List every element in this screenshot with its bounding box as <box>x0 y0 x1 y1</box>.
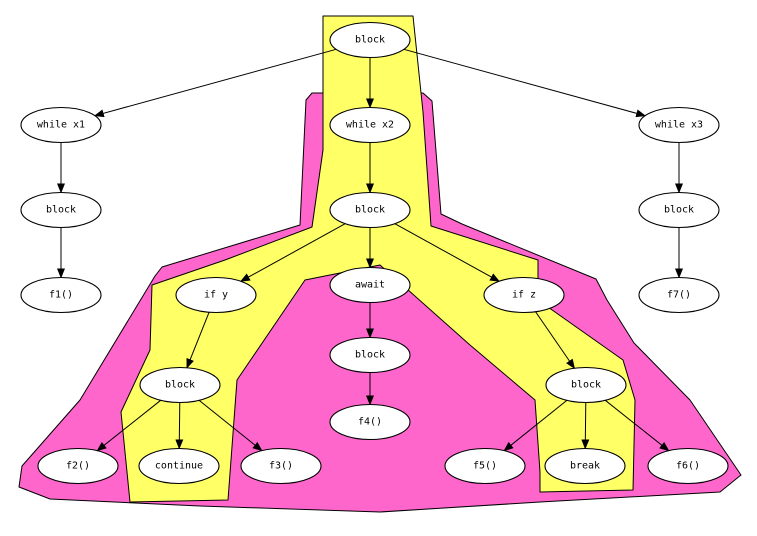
node-label: f7() <box>667 290 691 301</box>
node-label: continue <box>155 461 203 472</box>
node-label: block <box>571 380 601 391</box>
node-label: while x3 <box>655 120 703 131</box>
edge-block_y-to-f3 <box>198 399 263 452</box>
edge-block_z-to-f6 <box>604 399 670 452</box>
edge-block_z-to-f5 <box>503 399 568 452</box>
node-label: block <box>355 205 385 216</box>
node-if_z: if z <box>483 276 565 314</box>
node-f4: f4() <box>329 403 411 441</box>
node-label: block <box>355 350 385 361</box>
node-label: f2() <box>66 461 90 472</box>
node-break: break <box>544 447 626 485</box>
node-ellipse <box>545 366 627 404</box>
node-f3: f3() <box>240 447 322 485</box>
edge-block_z-to-break <box>581 402 590 450</box>
node-label: if y <box>204 290 228 301</box>
node-f7: f7() <box>638 276 720 314</box>
edge-block_root-to-while_x1 <box>93 48 337 118</box>
edge-if_y-to-block_y <box>186 312 210 369</box>
node-block_await: block <box>329 336 411 374</box>
node-label: await <box>355 280 385 291</box>
node-f6: f6() <box>647 447 729 485</box>
node-label: break <box>570 461 600 472</box>
node-block_x1: block <box>20 191 102 229</box>
node-if_y: if y <box>175 276 257 314</box>
node-label: block <box>46 205 76 216</box>
node-label: f5() <box>473 461 497 472</box>
node-while_x3: while x3 <box>638 106 720 144</box>
node-block_x2: block <box>329 191 411 229</box>
edge-if_z-to-block_z <box>535 311 576 370</box>
node-ellipse <box>444 447 526 485</box>
edge-block_y-to-f2 <box>96 399 162 452</box>
node-ellipse <box>37 447 119 485</box>
node-ellipse <box>638 276 720 314</box>
node-ellipse <box>175 276 257 314</box>
edge-block_x2-to-if_z <box>394 223 501 282</box>
node-ellipse <box>139 366 221 404</box>
node-ellipse <box>329 106 411 144</box>
node-while_x2: while x2 <box>329 106 411 144</box>
node-ellipse <box>20 276 102 314</box>
node-block_x3: block <box>638 191 720 229</box>
node-ellipse <box>329 21 411 59</box>
nodes: block while x1 while x2 while x3 block block b… <box>20 21 729 485</box>
node-ellipse <box>329 191 411 229</box>
node-block_root: block <box>329 21 411 59</box>
node-ellipse <box>329 336 411 374</box>
edge-block_root-to-while_x3 <box>403 48 647 118</box>
node-block_y: block <box>139 366 221 404</box>
node-ellipse <box>20 106 102 144</box>
node-label: f3() <box>269 461 293 472</box>
edge-block_x2-to-if_y <box>239 223 346 282</box>
inner-region <box>120 15 636 503</box>
node-ellipse <box>638 191 720 229</box>
node-label: f4() <box>358 417 382 428</box>
node-label: f1() <box>49 290 73 301</box>
node-f1: f1() <box>20 276 102 314</box>
edge-block_y-to-continue <box>175 402 184 450</box>
node-label: block <box>165 380 195 391</box>
node-label: if z <box>512 290 536 301</box>
node-label: while x2 <box>346 120 394 131</box>
node-ellipse <box>138 447 220 485</box>
node-ellipse <box>329 403 411 441</box>
node-label: f6() <box>676 461 700 472</box>
node-f2: f2() <box>37 447 119 485</box>
node-f5: f5() <box>444 447 526 485</box>
node-await: await <box>329 266 411 304</box>
node-ellipse <box>483 276 565 314</box>
node-while_x1: while x1 <box>20 106 102 144</box>
node-label: while x1 <box>37 120 85 131</box>
node-ellipse <box>20 191 102 229</box>
node-ellipse <box>240 447 322 485</box>
node-label: block <box>664 205 694 216</box>
node-ellipse <box>647 447 729 485</box>
node-ellipse <box>329 266 411 304</box>
node-ellipse <box>638 106 720 144</box>
node-continue: continue <box>138 447 220 485</box>
node-ellipse <box>544 447 626 485</box>
node-block_z: block <box>545 366 627 404</box>
edges <box>57 48 683 452</box>
node-label: block <box>355 35 385 46</box>
